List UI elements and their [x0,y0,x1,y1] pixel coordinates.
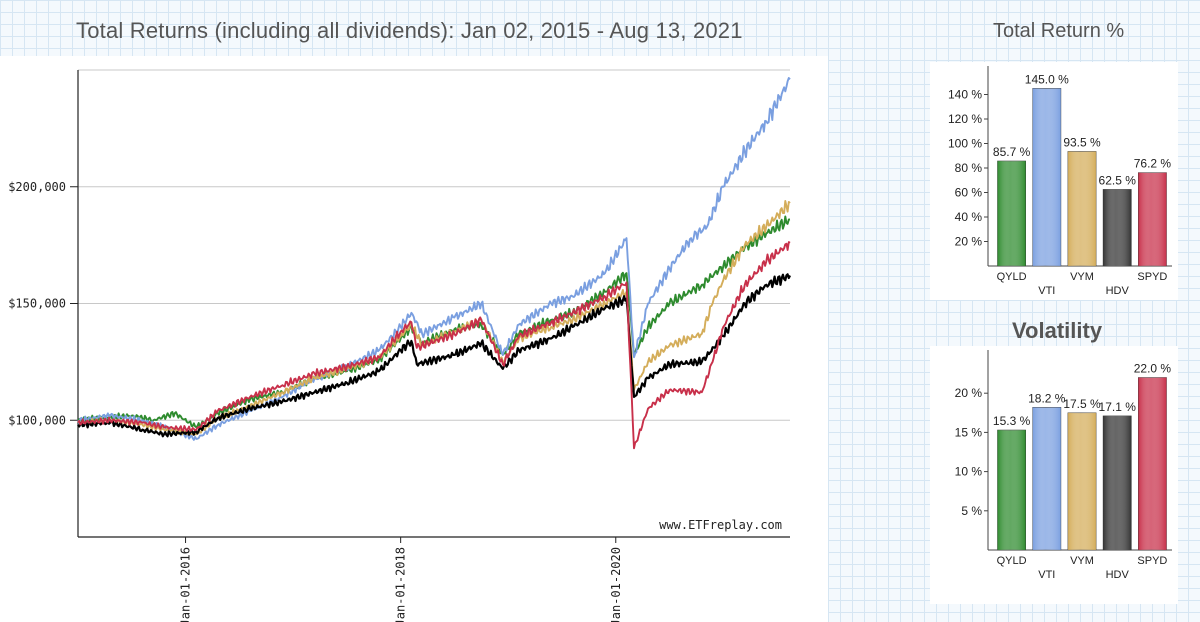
y-tick-label: 60 % [955,186,983,200]
main-chart-title: Total Returns (including all dividends):… [76,18,743,43]
y-tick-label: 100 % [948,137,982,151]
bar-shine [1032,88,1061,266]
y-tick-label: $200,000 [8,180,66,194]
data-label: 62.5 % [1099,173,1137,187]
line-chart: $100,000 $150,000 $200,000 Jan-01-2016 Jan-0… [8,69,791,622]
data-label: 17.1 % [1099,400,1137,414]
watermark-text: www.ETFreplay.com [659,518,782,532]
category-label: HDV [1106,285,1130,297]
category-label: VYM [1070,555,1094,567]
category-label: VTI [1038,569,1055,581]
total-return-bars: 20 % 40 % 60 % 80 % 100 % 120 % 140 % 85.7 % QYL… [948,66,1172,297]
bar-shine [1138,377,1167,550]
bar-shine [1067,412,1097,550]
data-label: 93.5 % [1063,135,1101,149]
data-label: 85.7 % [993,145,1031,159]
category-label: SPYD [1137,271,1167,283]
volatility-bars: 5 % 10 % 15 % 20 % 15.3 % QYLD 18.2 % VTI 17.5 %… [955,350,1172,581]
x-tick-label: Jan-01-2018 [394,547,408,622]
data-label: 15.3 % [993,414,1031,428]
category-label: HDV [1106,569,1130,581]
volatility-title: Volatility [1012,318,1103,343]
y-tick-label: 15 % [955,425,983,439]
y-tick-label: $150,000 [8,297,66,311]
y-tick-label: 40 % [955,210,983,224]
data-label: 22.0 % [1134,362,1172,376]
data-label: 76.2 % [1134,157,1172,171]
bar-shine [1103,415,1132,550]
series-line-vym [77,200,791,436]
x-tick-label: Jan-01-2016 [179,547,193,622]
series-line-vti [77,77,791,441]
category-label: QYLD [997,555,1027,567]
y-tick-label: 20 % [955,386,983,400]
y-tick-label: 20 % [955,235,983,249]
bar-shine [1138,172,1167,266]
bar-shine [1067,151,1097,266]
y-tick-label: $100,000 [8,413,66,427]
bar-shine [997,161,1026,266]
category-label: SPYD [1137,555,1167,567]
bar-shine [1032,407,1061,550]
bar-shine [997,430,1026,550]
y-tick-label: 120 % [948,112,982,126]
bar-shine [1103,189,1132,266]
series-line-hdv [77,273,791,438]
y-tick-label: 5 % [961,504,982,518]
data-label: 145.0 % [1025,72,1069,86]
category-label: VYM [1070,271,1094,283]
x-tick-label: Jan-01-2020 [609,547,623,622]
category-label: VTI [1038,285,1055,297]
series-line-spyd [77,241,791,450]
category-label: QYLD [997,271,1027,283]
total-return-title: Total Return % [993,20,1125,42]
data-label: 18.2 % [1028,391,1066,405]
y-tick-label: 80 % [955,161,983,175]
y-tick-label: 10 % [955,465,983,479]
data-label: 17.5 % [1063,397,1101,411]
y-tick-label: 140 % [948,88,982,102]
